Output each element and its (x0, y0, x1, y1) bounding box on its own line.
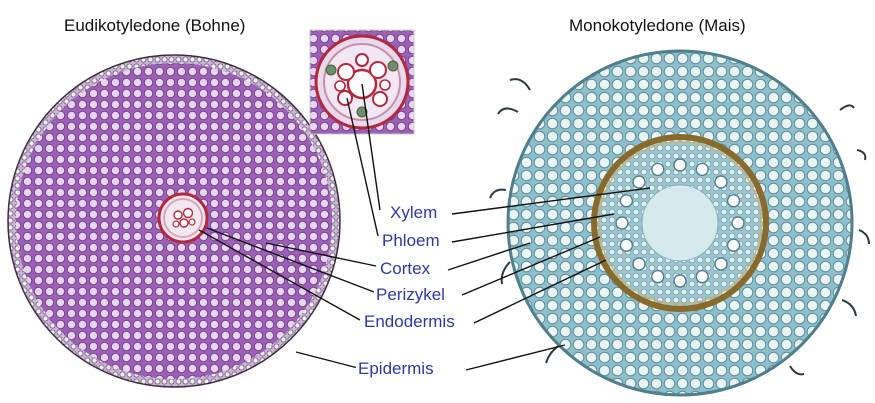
root-hair (489, 188, 507, 199)
phloem-leader-monocot (451, 213, 615, 243)
root-hair (856, 149, 867, 161)
dicot-xylem-vessel (173, 210, 183, 220)
dicot-stele-inset (309, 29, 415, 135)
monocot-xylem-vessel (632, 257, 646, 271)
label-cortex: Cortex (378, 259, 433, 279)
monocot-endodermis (591, 134, 769, 312)
dicot-pericycle (163, 198, 203, 238)
inset-xylem-vessel (379, 79, 391, 91)
monocot-xylem-vessel (619, 194, 634, 208)
epidermis-leader-dicot (295, 351, 359, 369)
perizykel-leader-monocot (461, 236, 601, 296)
monocot-root-section (489, 49, 870, 397)
dicot-stele (157, 192, 209, 244)
dicot-xylem-vessel (179, 218, 189, 228)
monocot-pericycle (598, 141, 762, 305)
endodermis-leader-dicot (198, 229, 361, 321)
title-dicot: Eudikotyledone (Bohne) (64, 16, 246, 35)
monocot-xylem-vessel (714, 175, 728, 189)
inset-xylem-vessel (337, 63, 355, 81)
xylem-leader-monocot (451, 187, 651, 215)
label-perizykel: Perizykel (374, 285, 447, 305)
monocot-xylem-vessel (651, 269, 665, 284)
dicot-root-section (7, 54, 341, 388)
cortex-leader-monocot (447, 242, 531, 271)
label-phloem: Phloem (380, 231, 442, 251)
endodermis-leader-monocot (473, 259, 607, 324)
inset-xylem-vessel (372, 91, 388, 107)
xylem-leader-inset (361, 83, 381, 211)
root-hair (497, 107, 519, 115)
phloem-leader-inset (346, 97, 379, 237)
monocot-xylem-vessel (731, 216, 745, 230)
monocot-xylem-vessel (726, 194, 741, 208)
root-hair (789, 365, 805, 376)
dicot-xylem-vessel (188, 218, 196, 226)
inset-phloem-cluster (356, 106, 368, 118)
leader-lines (198, 83, 651, 371)
monocot-xylem-vessel (673, 274, 687, 288)
monocot-xylem-vessel (619, 238, 634, 252)
cortex-leader-dicot (265, 242, 377, 267)
dicot-outline (7, 54, 341, 388)
monocot-xylem-vessel (632, 175, 646, 189)
dicot-xylem-vessel (172, 220, 180, 228)
root-hair (500, 261, 511, 285)
root-hair (839, 104, 855, 111)
inset-phloem-cluster (387, 60, 399, 72)
label-epidermis: Epidermis (356, 359, 436, 379)
inset-phloem-cluster (325, 64, 337, 76)
perizykel-leader-dicot (206, 227, 375, 293)
inset-xylem-vessel (334, 80, 346, 92)
monocot-epidermis (506, 49, 854, 397)
monocot-xylem-vessel (695, 162, 709, 177)
monocot-xylem-vessel (651, 162, 665, 177)
root-hair (858, 229, 870, 245)
monocot-xylem-vessel (714, 257, 728, 271)
monocot-xylem-vessel (726, 238, 741, 252)
inset-xylem-vessel (369, 61, 387, 79)
monocot-xylem-ring (615, 158, 745, 288)
root-hair (841, 299, 857, 317)
epidermis-leader-monocot (465, 344, 566, 371)
dicot-xylem-vessel (182, 207, 194, 219)
inset-xylem-vessel (337, 90, 353, 106)
title-monocot: Monokotyledone (Mais) (569, 16, 746, 35)
root-hair (509, 78, 531, 91)
monocot-pith (641, 184, 719, 262)
inset-xylem-vessel (355, 53, 369, 67)
monocot-xylem-vessel (695, 269, 709, 284)
monocot-xylem-vessel (615, 216, 629, 230)
label-endodermis: Endodermis (362, 312, 457, 332)
monocot-xylem-vessel (673, 158, 687, 172)
label-xylem: Xylem (388, 203, 440, 223)
